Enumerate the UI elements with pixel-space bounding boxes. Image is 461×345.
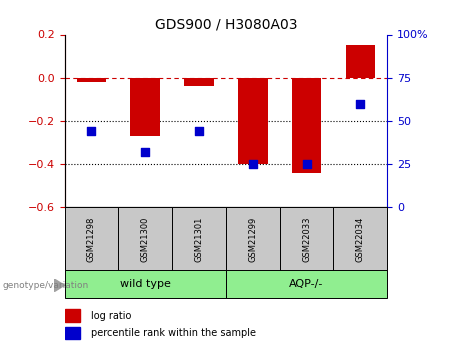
Polygon shape	[54, 279, 65, 292]
Bar	[346, 45, 375, 78]
Text: GSM22033: GSM22033	[302, 216, 311, 262]
Point	[195, 128, 203, 134]
Bar	[65, 309, 80, 322]
Bar	[77, 78, 106, 82]
Text: wild type: wild type	[120, 279, 171, 289]
Point	[303, 161, 310, 167]
Bar	[226, 207, 280, 271]
Bar	[226, 270, 387, 298]
Text: percentile rank within the sample: percentile rank within the sample	[91, 328, 256, 338]
Bar	[184, 78, 214, 86]
Text: GSM21300: GSM21300	[141, 216, 150, 262]
Bar	[65, 207, 118, 271]
Bar	[118, 207, 172, 271]
Text: AQP-/-: AQP-/-	[290, 279, 324, 289]
Text: log ratio: log ratio	[91, 311, 131, 321]
Text: GSM21301: GSM21301	[195, 216, 203, 262]
Point	[88, 128, 95, 134]
Title: GDS900 / H3080A03: GDS900 / H3080A03	[154, 18, 297, 32]
Text: GSM22034: GSM22034	[356, 216, 365, 262]
Bar	[130, 78, 160, 136]
Text: genotype/variation: genotype/variation	[2, 281, 89, 290]
Bar	[292, 78, 321, 172]
Text: GSM21298: GSM21298	[87, 216, 96, 262]
Bar	[238, 78, 267, 164]
Bar	[280, 207, 333, 271]
Bar	[172, 207, 226, 271]
Point	[249, 161, 256, 167]
Bar	[65, 270, 226, 298]
Point	[142, 149, 149, 155]
Bar	[333, 207, 387, 271]
Text: GSM21299: GSM21299	[248, 216, 257, 262]
Point	[357, 101, 364, 106]
Bar	[65, 327, 80, 339]
